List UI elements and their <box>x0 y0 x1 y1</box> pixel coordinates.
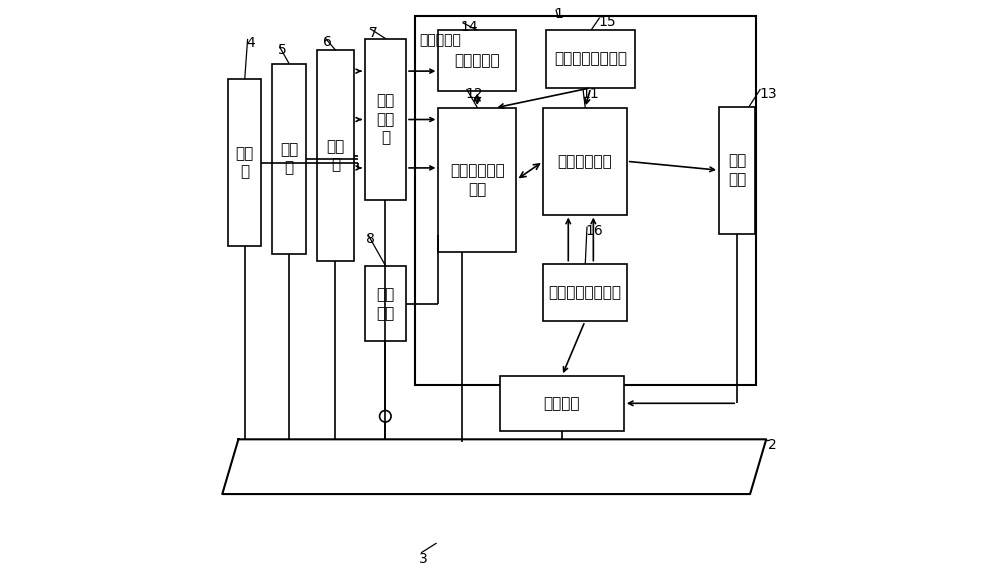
Text: 信号分析单元: 信号分析单元 <box>558 154 612 169</box>
Bar <box>365 39 406 200</box>
Text: 功放
单元: 功放 单元 <box>728 153 746 187</box>
Text: 2: 2 <box>768 438 777 452</box>
Bar <box>272 64 306 254</box>
Text: 增量
编码
器: 增量 编码 器 <box>376 93 394 145</box>
Bar <box>546 30 635 88</box>
Bar <box>317 50 354 261</box>
Text: 4: 4 <box>246 36 255 50</box>
Text: 温度
仪: 温度 仪 <box>326 139 345 173</box>
Text: 上位机系统: 上位机系统 <box>454 53 500 68</box>
Text: 1: 1 <box>555 7 564 21</box>
Text: 测量线框: 测量线框 <box>544 396 580 411</box>
Text: 焊点
装置: 焊点 装置 <box>376 287 394 321</box>
Text: 张力
仪: 张力 仪 <box>280 142 298 175</box>
Text: 6: 6 <box>323 35 331 49</box>
Text: 13: 13 <box>759 87 777 101</box>
Bar <box>415 16 756 384</box>
Text: 8: 8 <box>366 232 375 246</box>
Text: 3: 3 <box>419 552 428 566</box>
Bar <box>543 108 627 215</box>
Text: 16: 16 <box>585 225 603 239</box>
Bar <box>438 30 516 91</box>
Text: 信号同步控制
单元: 信号同步控制 单元 <box>450 163 505 197</box>
Text: 15: 15 <box>598 14 616 28</box>
Bar <box>438 108 516 252</box>
Text: 厚度
仪: 厚度 仪 <box>236 146 254 179</box>
Text: 5: 5 <box>278 43 287 57</box>
Bar <box>543 263 627 321</box>
Text: 在线校准核查系统: 在线校准核查系统 <box>554 52 627 67</box>
Text: 14: 14 <box>461 20 478 34</box>
Bar <box>365 266 406 342</box>
Text: 7: 7 <box>369 25 377 39</box>
Text: 主测量仪器: 主测量仪器 <box>419 33 461 47</box>
Text: 12: 12 <box>465 87 483 101</box>
Bar <box>228 79 261 246</box>
Text: 11: 11 <box>582 87 600 101</box>
Bar <box>719 107 755 233</box>
Text: 直流磁场补偿单元: 直流磁场补偿单元 <box>548 285 621 300</box>
Bar <box>500 376 624 431</box>
